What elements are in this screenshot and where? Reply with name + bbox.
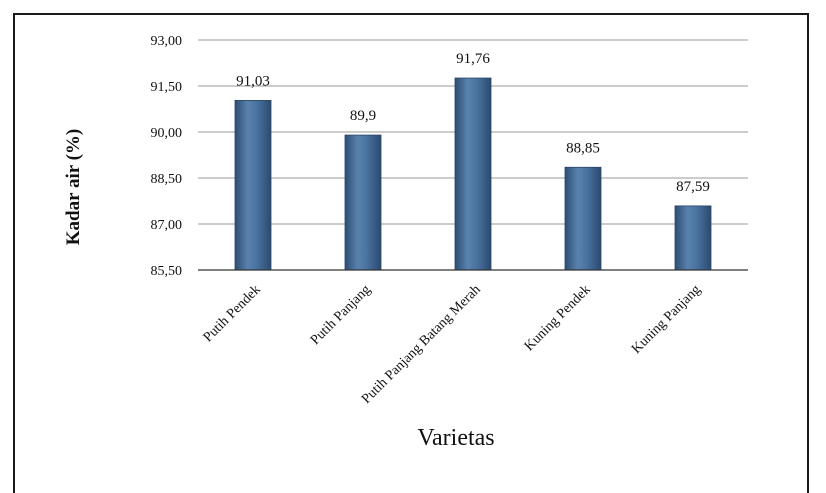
data-label: 91,76 bbox=[456, 51, 490, 67]
bar bbox=[344, 134, 382, 271]
y-tick-label: 85,50 bbox=[151, 264, 183, 279]
y-tick-label: 91,50 bbox=[151, 80, 183, 95]
data-label: 88,85 bbox=[566, 140, 600, 156]
chart-frame bbox=[13, 13, 809, 493]
y-axis-title: Kadar air (%) bbox=[63, 129, 84, 245]
bar bbox=[564, 166, 602, 271]
x-tick-label: Putih Panjang bbox=[308, 282, 374, 348]
data-label: 89,9 bbox=[350, 108, 376, 124]
y-tick-label: 88,50 bbox=[151, 172, 183, 187]
y-tick-label: 87,00 bbox=[151, 218, 183, 233]
bar bbox=[234, 100, 272, 271]
x-tick-label: Putih Pendek bbox=[201, 282, 264, 345]
y-tick-label: 90,00 bbox=[151, 126, 183, 141]
data-label: 87,59 bbox=[676, 179, 710, 195]
y-tick-label: 93,00 bbox=[151, 34, 183, 49]
bar bbox=[454, 77, 492, 271]
x-tick-label: Kuning Panjang bbox=[629, 282, 704, 357]
data-label: 91,03 bbox=[236, 73, 270, 89]
x-axis-title: Varietas bbox=[417, 425, 494, 451]
y-axis-ticks: 85,50 87,00 88,50 90,00 91,50 93,00 bbox=[151, 34, 183, 279]
x-tick-label: Kuning Pendek bbox=[522, 282, 594, 354]
bars bbox=[234, 77, 712, 271]
bar bbox=[674, 205, 712, 271]
data-labels: 91,03 89,9 91,76 88,85 87,59 bbox=[236, 51, 710, 195]
x-tick-label: Putih Panjang Batang Merah bbox=[359, 282, 484, 407]
